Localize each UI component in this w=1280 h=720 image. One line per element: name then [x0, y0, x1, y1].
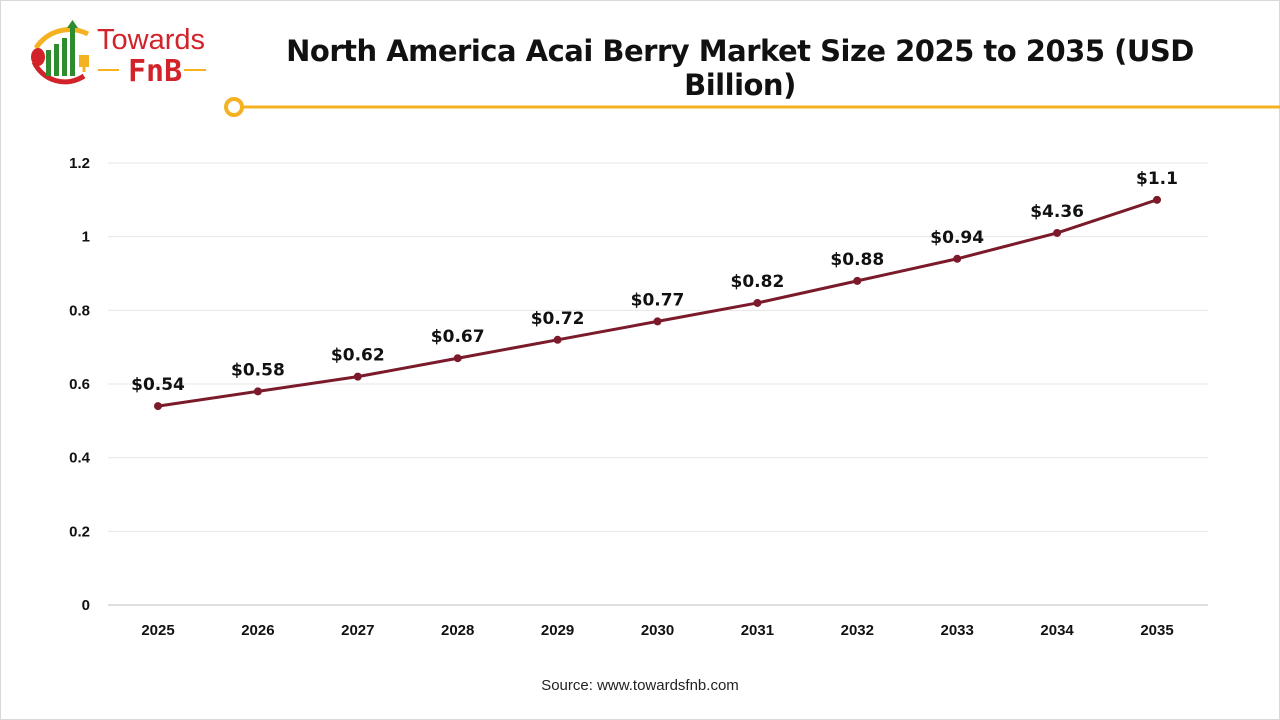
data-point — [253, 387, 262, 396]
data-point — [154, 402, 162, 411]
data-point — [353, 372, 362, 381]
data-point — [753, 298, 762, 307]
logo-text-fnb: FnB — [128, 54, 183, 89]
y-tick-label: 1.2 — [69, 155, 90, 172]
y-tick-label: 0 — [82, 597, 90, 614]
y-tick-label: 0.6 — [69, 376, 90, 393]
x-tick-label: 2035 — [1140, 622, 1173, 639]
logo-graphic — [31, 20, 206, 85]
x-tick-label: 2025 — [141, 622, 174, 639]
data-point — [653, 317, 662, 326]
data-label: $0.88 — [830, 250, 884, 270]
y-tick-label: 0.4 — [69, 450, 91, 467]
x-tick-label: 2030 — [641, 622, 674, 639]
data-label: $0.62 — [331, 346, 385, 366]
y-tick-label: 1 — [82, 229, 90, 246]
data-point — [853, 276, 862, 285]
data-label: $1.1 — [1136, 169, 1178, 189]
data-label: $0.82 — [731, 272, 785, 292]
x-tick-label: 2031 — [741, 622, 774, 639]
data-label: $0.94 — [930, 228, 984, 248]
y-tick-label: 0.8 — [69, 302, 90, 319]
data-label: $0.77 — [631, 290, 685, 310]
x-tick-label: 2032 — [841, 622, 874, 639]
data-label: $0.58 — [231, 360, 285, 380]
data-point — [953, 254, 962, 263]
data-point — [1053, 228, 1062, 237]
y-tick-label: 0.2 — [69, 523, 90, 540]
x-tick-label: 2029 — [541, 622, 574, 639]
data-point — [453, 354, 462, 363]
x-tick-label: 2033 — [941, 622, 974, 639]
source-note: Source: www.towardsfnb.com — [541, 677, 739, 694]
title-underline — [224, 97, 1280, 117]
x-tick-label: 2026 — [241, 622, 274, 639]
data-label: $0.54 — [131, 375, 185, 395]
data-label: $0.72 — [531, 309, 585, 329]
x-tick-label: 2028 — [441, 622, 474, 639]
data-point — [553, 335, 562, 344]
data-label: $0.67 — [431, 327, 485, 347]
data-point — [1153, 195, 1161, 204]
data-label: $4.36 — [1030, 202, 1084, 222]
logo-text-towards: Towards — [97, 24, 205, 56]
x-tick-label: 2027 — [341, 622, 374, 639]
chart-title: North America Acai Berry Market Size 202… — [286, 34, 1194, 102]
x-tick-label: 2034 — [1040, 622, 1074, 639]
